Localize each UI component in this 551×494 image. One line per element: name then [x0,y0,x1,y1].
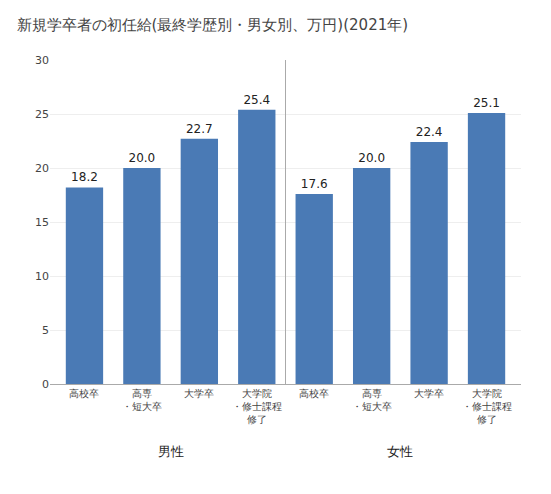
svg-text:15: 15 [35,216,49,229]
svg-text:5: 5 [42,324,49,337]
svg-text:大学院・修士課程修了: 大学院・修士課程修了 [232,388,282,425]
svg-text:男性: 男性 [158,444,184,459]
svg-text:20.0: 20.0 [358,151,385,165]
svg-text:18.2: 18.2 [71,170,98,184]
svg-text:高校卒: 高校卒 [299,388,329,399]
svg-text:女性: 女性 [387,444,413,459]
svg-text:大学卒: 大学卒 [184,388,214,399]
svg-text:17.6: 17.6 [301,177,328,191]
svg-text:20.0: 20.0 [129,151,156,165]
svg-text:大学卒: 大学卒 [414,388,444,399]
svg-text:25: 25 [35,108,49,121]
svg-text:20: 20 [35,162,49,175]
svg-text:0: 0 [42,378,49,391]
svg-text:10: 10 [35,270,49,283]
svg-text:高専・短大卒: 高専・短大卒 [122,388,162,412]
svg-text:22.4: 22.4 [416,125,443,139]
svg-text:高専・短大卒: 高専・短大卒 [352,388,392,412]
svg-text:30: 30 [35,54,49,67]
svg-text:新規学卒者の初任給(最終学歴別・男女別、万円)(2021年): 新規学卒者の初任給(最終学歴別・男女別、万円)(2021年) [17,16,409,34]
svg-text:22.7: 22.7 [186,122,213,136]
svg-text:25.1: 25.1 [473,96,500,110]
svg-text:大学院・修士課程修了: 大学院・修士課程修了 [462,388,512,425]
svg-text:25.4: 25.4 [243,93,270,107]
svg-text:高校卒: 高校卒 [69,388,99,399]
